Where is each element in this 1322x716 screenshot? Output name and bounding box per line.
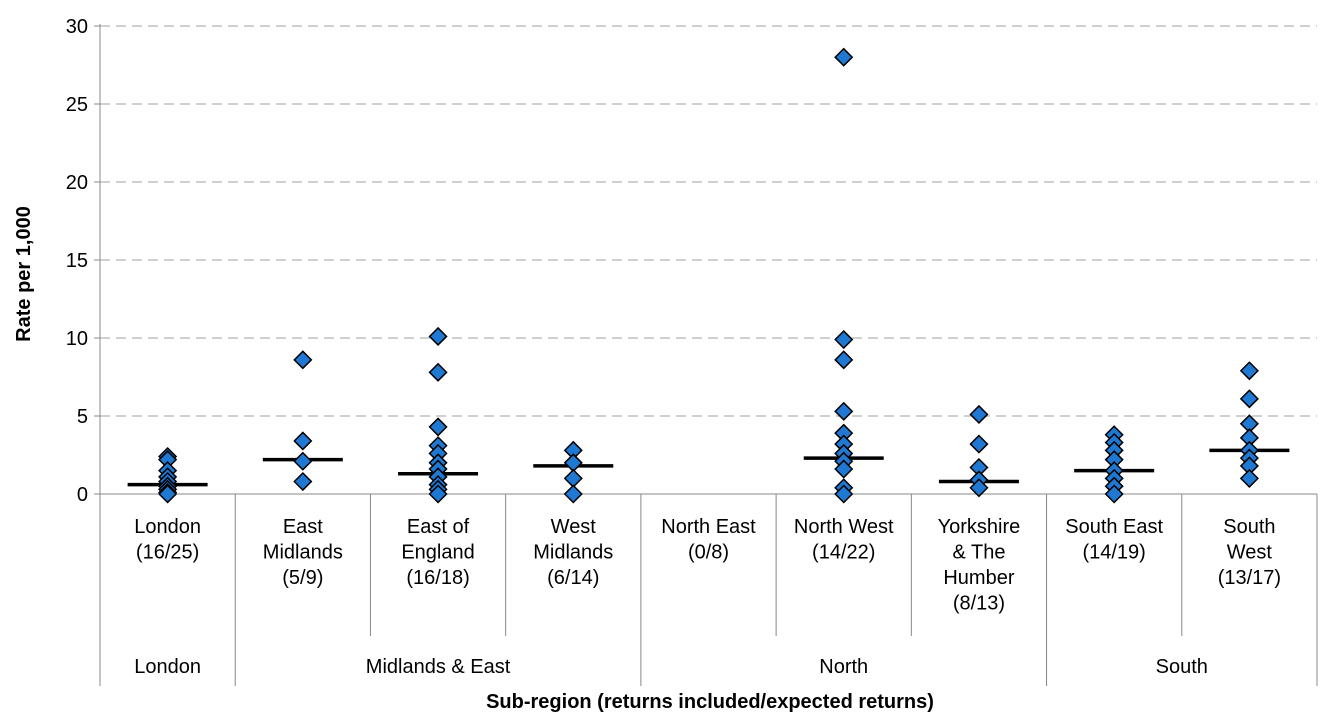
data-point [428, 484, 448, 504]
category-label: London (16/25) [134, 516, 201, 564]
category-label-line: (5/9) [282, 567, 323, 589]
data-point [834, 350, 854, 370]
category-label-line: West [551, 516, 597, 538]
category-label-line: Yorkshire [938, 516, 1021, 538]
category-label: East of England (16/18) [401, 516, 474, 589]
data-point [563, 453, 583, 473]
data-point [293, 431, 313, 451]
category-label: East Midlands (5/9) [263, 516, 343, 589]
data-point [1104, 484, 1124, 504]
category-label: South West (13/17) [1218, 516, 1281, 589]
data-point [1239, 389, 1259, 409]
data-point [969, 434, 989, 454]
group-label: Midlands & East [366, 656, 511, 678]
category-label-line: (16/18) [406, 567, 469, 589]
category-label-line: London [134, 516, 201, 538]
category-label-line: Midlands [533, 542, 613, 564]
data-point [293, 451, 313, 471]
y-axis-title: Rate per 1,000 [13, 206, 35, 342]
y-tick-label: 25 [66, 94, 88, 116]
data-point [834, 401, 854, 421]
category-label-line: (14/22) [812, 542, 875, 564]
category-label-line: England [401, 542, 474, 564]
category-label-line: (14/19) [1082, 542, 1145, 564]
category-label-line: (8/13) [953, 593, 1005, 615]
category-label-line: East [283, 516, 323, 538]
data-point [834, 47, 854, 67]
category-label-line: West [1227, 542, 1273, 564]
data-point [834, 484, 854, 504]
category-label-line: East of [407, 516, 470, 538]
category-label-line: North East [661, 516, 756, 538]
group-label: London [134, 656, 201, 678]
category-label: Yorkshire & The Humber (8/13) [938, 516, 1021, 615]
category-label-line: Humber [943, 567, 1014, 589]
data-point [1239, 361, 1259, 381]
group-label: South [1156, 656, 1208, 678]
data-point [969, 404, 989, 425]
data-points [158, 47, 1259, 504]
category-label: South East (14/19) [1065, 516, 1163, 564]
data-point [158, 484, 178, 504]
data-point [563, 484, 583, 504]
group-labels: London Midlands & East North South [134, 656, 1208, 678]
x-axis-title: Sub-region (returns included/expected re… [486, 691, 934, 713]
axes [94, 24, 1318, 686]
category-label-line: (0/8) [688, 542, 729, 564]
grid-lines [100, 25, 1317, 417]
y-tick-labels: 0 5 10 15 20 25 30 [66, 16, 88, 506]
category-label-line: (16/25) [136, 542, 199, 564]
category-label: West Midlands (6/14) [533, 516, 613, 589]
y-tick-label: 0 [77, 484, 88, 506]
category-label-line: North West [794, 516, 894, 538]
y-tick-label: 20 [66, 172, 88, 194]
category-label-line: (13/17) [1218, 567, 1281, 589]
y-tick-label: 15 [66, 250, 88, 272]
data-point [293, 350, 313, 370]
y-tick-label: 30 [66, 16, 88, 38]
category-label-line: & The [952, 542, 1005, 564]
data-point [969, 478, 989, 498]
y-tick-label: 10 [66, 328, 88, 350]
data-point [428, 326, 448, 347]
group-label: North [819, 656, 868, 678]
category-label: North West (14/22) [794, 516, 894, 564]
data-point [1239, 468, 1259, 488]
category-label-line: South East [1065, 516, 1163, 538]
category-label-line: South [1223, 516, 1275, 538]
y-tick-label: 5 [77, 406, 88, 428]
category-label: North East (0/8) [661, 516, 756, 564]
category-labels: London (16/25) East Midlands (5/9) East of Eng… [134, 516, 1281, 615]
data-point [428, 362, 448, 382]
category-label-line: Midlands [263, 542, 343, 564]
data-point [834, 329, 854, 350]
data-point [563, 468, 583, 488]
data-point [293, 471, 313, 492]
data-point [428, 417, 448, 437]
data-point [834, 459, 854, 479]
category-label-line: (6/14) [547, 567, 599, 589]
